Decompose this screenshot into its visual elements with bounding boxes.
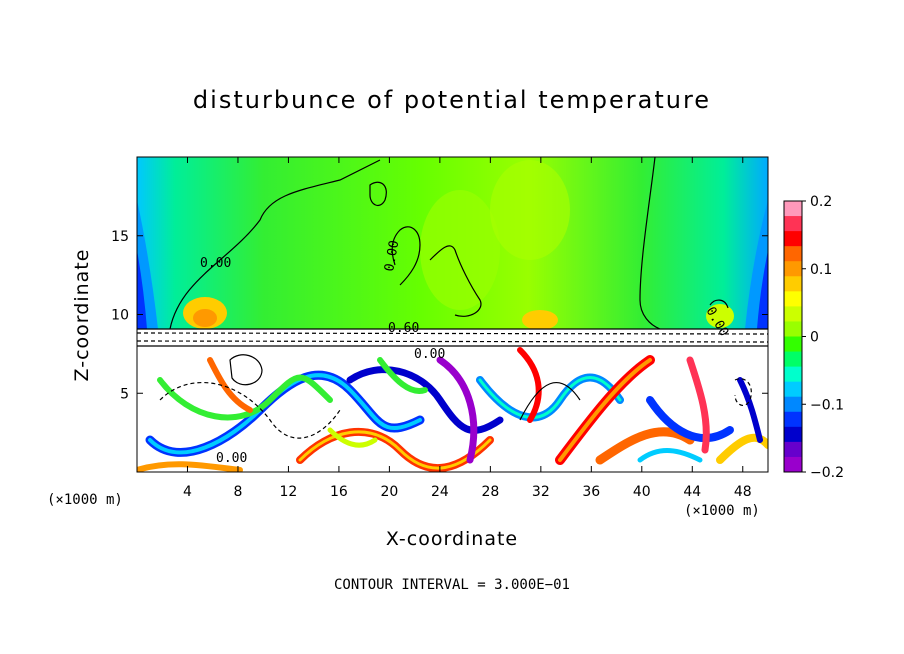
x-tick-label: 16 — [330, 484, 348, 500]
light-green-blob — [490, 160, 570, 260]
colorbar-swatch — [784, 336, 802, 353]
x-unit-left: (×1000 m) — [47, 492, 123, 508]
colorbar-tick-label: −0.2 — [810, 465, 844, 481]
colorbar-swatch — [784, 396, 802, 413]
x-tick-label: 44 — [683, 484, 701, 500]
contour-interval: CONTOUR INTERVAL = 3.000E−01 — [333, 577, 570, 593]
x-tick-label: 28 — [481, 484, 499, 500]
x-axis-label: X-coordinate — [385, 528, 519, 550]
colorbar-swatch — [784, 426, 802, 443]
colorbar-swatch — [784, 216, 802, 232]
colorbar-swatch — [784, 351, 802, 368]
x-tick-label: 48 — [734, 484, 752, 500]
colorbar-tick-label: 0.2 — [810, 194, 832, 210]
right-edge-core — [757, 250, 768, 329]
contour-label: 0.60 — [388, 321, 419, 336]
left-edge-core — [137, 250, 147, 329]
y-axis-label: Z-coordinate — [71, 248, 93, 382]
turbulent-streaks — [137, 347, 768, 472]
colorbar-swatch — [784, 366, 802, 383]
colorbar-swatch — [784, 321, 802, 337]
x-tick-label: 24 — [431, 484, 449, 500]
colorbar-swatch — [784, 456, 802, 473]
colorbar-swatch — [784, 291, 802, 307]
colorbar-tick-label: 0 — [810, 330, 819, 346]
colorbar-swatch — [784, 261, 802, 277]
colorbar-swatch — [784, 276, 802, 292]
warm-blob — [522, 310, 558, 330]
contour-label-group: 0.00 0.00 0.00 0.60 0.00 0.00 — [200, 239, 731, 466]
x-tick-label: 20 — [380, 484, 398, 500]
colorbar-tick-label: 0.1 — [810, 262, 832, 278]
field-layer: 0.00 0.00 0.00 0.60 0.00 0.00 — [137, 157, 768, 472]
y-tick-label: 15 — [111, 229, 129, 245]
x-axis: 4 8 12 16 20 24 28 32 36 40 44 48 — [183, 157, 752, 500]
light-green-blob — [420, 190, 500, 310]
y-tick-label: 5 — [120, 386, 129, 402]
colorbar-swatch — [784, 246, 802, 262]
x-tick-label: 12 — [280, 484, 298, 500]
contour-label: 0.00 — [414, 347, 445, 362]
colorbar-swatch — [784, 411, 802, 428]
colorbar-swatch — [784, 381, 802, 398]
colorbar-swatch — [784, 306, 802, 322]
colorbar-swatch — [784, 441, 802, 458]
x-unit-right: (×1000 m) — [684, 503, 760, 519]
inversion-band — [137, 329, 768, 346]
y-tick-label: 10 — [111, 308, 129, 324]
warm-blob — [193, 309, 217, 327]
warm-blob — [706, 304, 734, 328]
x-tick-label: 4 — [183, 484, 192, 500]
contour-label: 0.00 — [382, 239, 402, 272]
colorbar-tick-label: −0.1 — [810, 397, 844, 413]
colorbar-swatch — [784, 231, 802, 247]
contour-lines — [137, 157, 768, 439]
contour-label: 0.00 — [200, 256, 231, 271]
x-tick-label: 40 — [633, 484, 651, 500]
chart-title: disturbunce of potential temperature — [192, 86, 712, 114]
x-tick-label: 32 — [532, 484, 550, 500]
x-tick-label: 8 — [233, 484, 242, 500]
colorbar-swatch — [784, 201, 802, 217]
contour-label: 0.00 — [216, 451, 247, 466]
y-axis: 5 10 15 — [111, 229, 768, 402]
colorbar: 0.2 0.1 0 −0.1 −0.2 — [783, 194, 844, 481]
x-tick-label: 36 — [582, 484, 600, 500]
